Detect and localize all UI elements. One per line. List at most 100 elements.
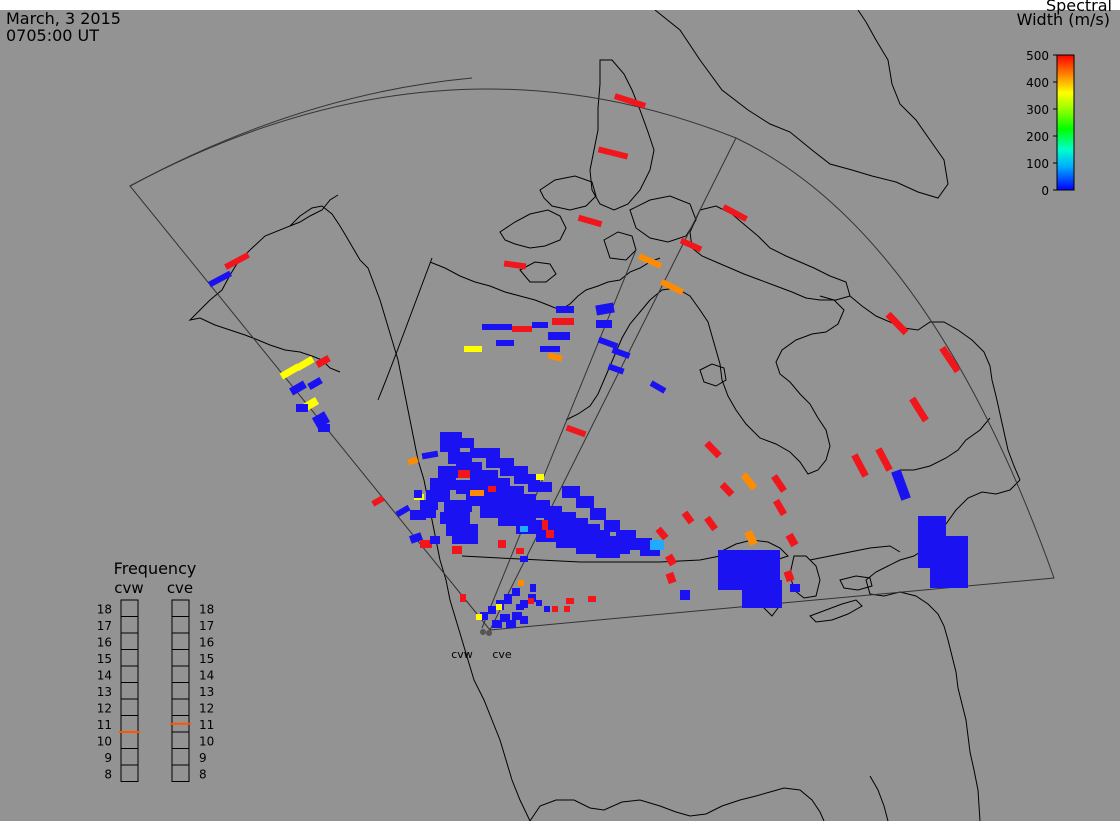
top-strip [0,0,1120,10]
echo-cell [590,508,606,520]
echo-cell [452,546,462,554]
echo-cell [783,569,795,583]
arctic-island-3 [519,261,557,283]
site-marker-cve [486,630,492,636]
echo-cell [426,490,450,502]
frequency-panel: Frequency cvw cve 18 18 17 17 16 16 15 15 14 14 13… [97,559,214,782]
echo-cell [460,594,466,602]
echo-cell [681,510,695,525]
colorbar-title-line1: Spectral [1045,0,1112,15]
echo-cell [504,594,512,604]
echo-cell [613,93,647,109]
map-background [0,10,1120,821]
echo-cell [595,302,615,316]
echo-cell [607,363,625,375]
echo-cell [516,548,524,554]
echo-cell [315,354,331,369]
frequency-scale-label-left: 14 [97,668,112,682]
echo-cell [408,532,424,544]
colorbar-tick-label: 0 [1041,184,1049,198]
echo-cell [604,520,620,532]
fov-outline [129,88,1055,631]
echo-cell [520,526,528,532]
border-us-canada [461,555,721,563]
echo-cell [771,474,787,493]
echo-cell [470,490,484,496]
frequency-scale-label-left: 9 [104,751,112,765]
echo-cell [486,458,514,468]
arctic-island-2 [539,175,597,211]
echo-cell [410,510,426,520]
echo-cell [548,332,570,340]
echo-cell [540,346,560,352]
frequency-cell [171,764,190,782]
echo-cell [650,540,664,550]
echo-cell [679,237,703,253]
echo-cell [536,600,542,606]
radar-fields-of-view [129,77,1055,631]
fov-cve-west-edge [489,137,737,631]
echo-cell [719,482,735,497]
frequency-radar-label-cve: cve [167,579,193,597]
frequency-scale-label-left: 11 [97,718,112,732]
echo-cell [597,336,619,350]
frequency-scale-label-right: 16 [199,635,214,649]
echo-cell [596,320,612,328]
echo-cell [480,612,488,620]
frequency-scale-label-right: 8 [199,767,207,781]
echo-cell [566,598,574,604]
echo-cell [500,466,528,476]
frequency-scale-label-right: 11 [199,718,214,732]
arctic-island-1 [499,209,567,249]
echo-cell [514,474,540,484]
echo-cell [930,536,968,588]
frequency-scale-label-right: 17 [199,619,214,633]
echo-cell [520,556,528,562]
echo-cell [296,404,308,412]
echo-cell [597,146,629,160]
echo-cell [552,606,558,612]
border-east [809,545,901,561]
coastline-alaska-north [289,194,339,227]
colorbar-tick-label: 300 [1026,103,1049,117]
echo-cell [456,438,474,448]
echo-cell [891,469,911,501]
echo-cell [542,520,548,530]
echo-cell [420,500,438,510]
echo-cell [512,588,520,596]
coastline-florida [869,775,889,822]
echo-cell [492,620,502,628]
echo-cell [680,590,690,600]
colorbar: 500 400 300 200 100 0 [1026,49,1075,198]
echo-cell [224,252,250,270]
frequency-scale-label-left: 12 [97,701,112,715]
echo-cell [742,580,782,608]
echo-cell [785,532,799,548]
echo-cell [885,311,909,336]
echo-cell [407,456,419,466]
coastline-pacific [237,205,531,822]
echo-cell [588,596,596,602]
coastline-alaska-peninsula [188,261,341,373]
echo-cell [851,453,869,478]
echo-cell [547,352,563,362]
echo-cell [530,584,536,592]
frequency-cell [120,764,139,782]
site-marker-cvw [480,629,486,635]
frequency-scale-label-left: 18 [97,602,112,616]
frequency-scale-label-right: 14 [199,668,214,682]
frequency-scale-label-left: 17 [97,619,112,633]
echo-cell [704,515,718,532]
frequency-title: Frequency [114,559,197,578]
echo-cell [448,452,472,464]
frequency-scale-label-left: 15 [97,652,112,666]
echo-cell [512,612,522,620]
coastline-hudson-bay [649,287,845,475]
echo-cell [744,529,758,547]
great-lake-erie [809,599,863,623]
echo-cell [722,204,748,222]
echo-cell [532,322,548,328]
colorbar-ticks: 500 400 300 200 100 0 [1026,49,1057,198]
echo-cell [556,306,574,313]
date-label: March, 3 2015 [6,9,121,28]
